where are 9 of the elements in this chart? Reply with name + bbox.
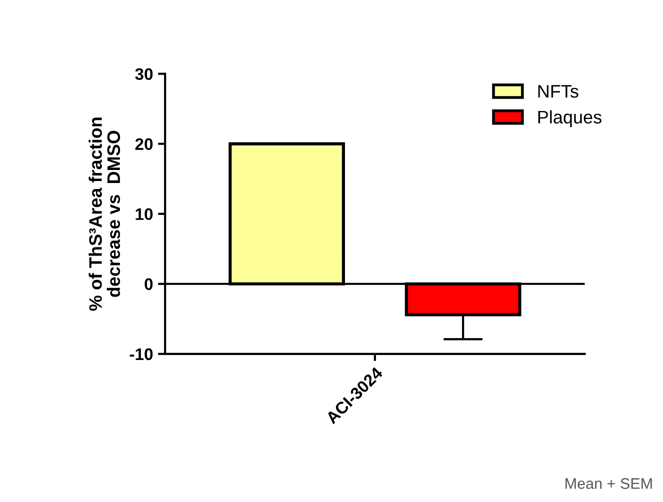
y-tick-label: 0 xyxy=(144,278,153,290)
legend-label: NFTs xyxy=(538,85,578,98)
y-tick-label: 10 xyxy=(136,208,153,220)
y-axis-title: % of ThS³Area fraction decrease vs DMSO xyxy=(88,118,120,311)
y-tick-label: 20 xyxy=(135,138,153,150)
legend-label: Plaques xyxy=(538,110,602,128)
text: Mean + SEM xyxy=(566,478,652,489)
y-tick-label: 30 xyxy=(135,68,153,80)
y-tick-label: -10 xyxy=(130,348,153,360)
